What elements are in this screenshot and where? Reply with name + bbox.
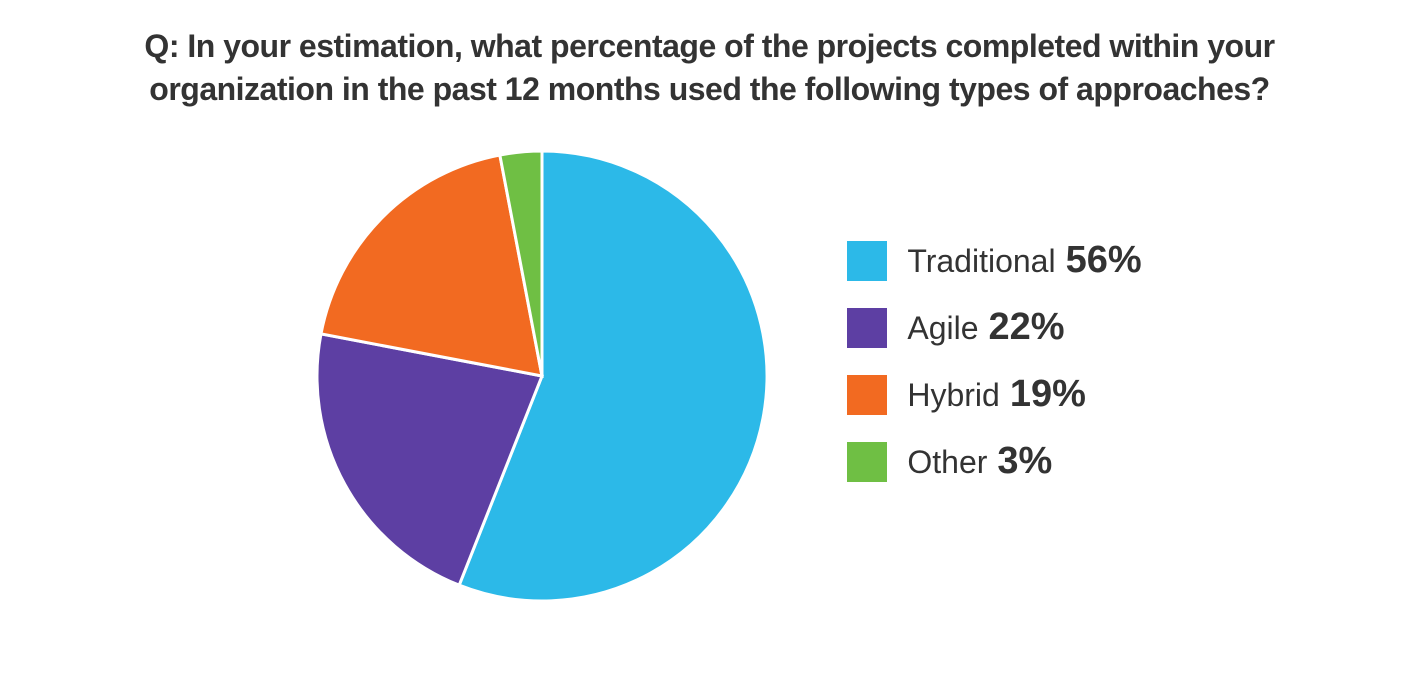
legend-text: Other 3% xyxy=(907,440,1052,483)
legend: Traditional 56% Agile 22% Hybrid 19% Other 3% xyxy=(847,239,1141,483)
legend-label: Agile xyxy=(907,310,978,347)
legend-label: Other xyxy=(907,444,987,481)
legend-swatch-traditional xyxy=(847,241,887,281)
question-text: Q: In your estimation, what percentage o… xyxy=(40,25,1379,111)
legend-value: 19% xyxy=(1010,373,1086,416)
legend-value: 3% xyxy=(997,440,1052,483)
legend-swatch-agile xyxy=(847,308,887,348)
legend-label: Traditional xyxy=(907,243,1055,280)
legend-item-agile: Agile 22% xyxy=(847,306,1141,349)
legend-value: 56% xyxy=(1066,239,1142,282)
chart-container: Traditional 56% Agile 22% Hybrid 19% Other 3% xyxy=(40,151,1379,601)
legend-label: Hybrid xyxy=(907,377,999,414)
legend-item-other: Other 3% xyxy=(847,440,1141,483)
legend-value: 22% xyxy=(989,306,1065,349)
legend-text: Traditional 56% xyxy=(907,239,1141,282)
legend-swatch-hybrid xyxy=(847,375,887,415)
legend-text: Agile 22% xyxy=(907,306,1064,349)
pie-chart xyxy=(317,151,767,601)
legend-item-traditional: Traditional 56% xyxy=(847,239,1141,282)
legend-swatch-other xyxy=(847,442,887,482)
legend-text: Hybrid 19% xyxy=(907,373,1086,416)
legend-item-hybrid: Hybrid 19% xyxy=(847,373,1141,416)
